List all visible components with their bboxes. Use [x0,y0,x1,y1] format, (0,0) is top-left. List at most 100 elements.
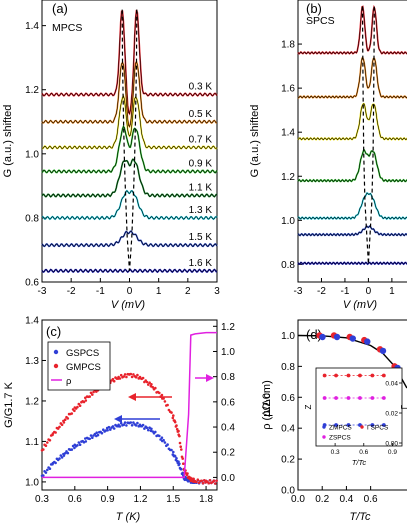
panel-d-frame [297,319,407,491]
ytick-label-4: 1.4 [25,316,39,327]
arrow-red-head [128,393,136,401]
inset-series-1-point-4 [370,396,375,400]
series-c-0-point [158,434,161,438]
panel-a-xlabel: V (mV) [111,299,146,311]
curve-a-label-2: 0.7 K [189,134,213,145]
panel-a-label: (a) [52,1,68,16]
series-c-0-point [118,425,122,428]
series-c-1-point [207,481,210,485]
series-c-0-point [106,429,109,432]
series-c-1-point [150,383,153,386]
series-c-1-point [112,379,116,383]
inset-legend-marker-0 [322,425,326,429]
series-c-1-point [58,425,61,429]
series-c-0-point [91,436,94,440]
ytick-label-5: 1.0 [281,331,295,342]
xtick-label-0: -3 [38,286,47,297]
series-c-1-point [147,383,150,386]
series-c-1-point [92,390,95,394]
series-c-0-point [178,462,181,466]
xtick-label-1: 0.2 [315,494,329,505]
ytick-label-0: 0.6 [25,278,39,289]
series-c-0-point [132,421,135,424]
series-c-0-point [95,431,98,435]
curve-a-label-1: 0.5 K [189,109,213,120]
series-c-1-point [178,434,181,438]
series-c-0-point [78,443,82,447]
series-c-1-point [182,462,185,466]
panel-d-inset: Z T/Tc Γ 0.3 0.6 0.90.00 0.02 0.04 ZMPCS ΓSP… [304,367,407,467]
series-c-0-point [96,433,100,437]
series-c-0-point [54,461,57,465]
inset-frame [315,367,403,447]
series-c-0-point [150,427,153,431]
legend-gmpcs-marker [53,363,59,369]
series-c-1-point [214,482,217,485]
panel-d-xlabel: T/Tc [350,511,371,523]
ytick-right-label-5: 1.0 [221,347,235,358]
series-c-1-point [54,431,57,434]
gap-line-left-a [121,9,131,271]
series-c-1-point [212,479,216,483]
panel-d-label: (d) [306,327,322,342]
curve-a-label-3: 0.9 K [189,158,213,169]
xtick-label-0: -3 [294,286,303,297]
series-c-1-point [78,404,82,408]
series-c-1-point [196,478,200,482]
curve-b-4 [297,191,407,221]
legend-gspcs-marker [53,349,59,355]
panel-b-label: (b) [306,1,322,16]
series-c-0-point [62,454,66,457]
panel-a: (a) MPCS V (mV) G (a.u.) shifted -3 -2 -1 0… [2,0,220,311]
fit-a-1 [41,60,218,128]
xtick-label-4: 1 [156,286,162,297]
series-d-spcs-point-4 [379,347,387,355]
xtick-label-0: 0.0 [291,494,305,505]
panel-c-frame [41,319,218,491]
ytick-right-label-3: 0.6 [221,397,235,408]
fit-b-1 [297,57,407,99]
panel-c-label: (c) [46,324,61,339]
series-c-1-point [122,375,126,378]
series-c-1-point [62,421,66,424]
panel-c-legend: GSPCS GMPCS ρ [47,341,111,391]
series-c-1-point [89,391,93,395]
inset-xlabel: T/Tc [352,458,367,467]
series-c-0-point [172,450,175,454]
series-c-1-point [84,399,88,402]
gap-line-right-a [128,9,138,271]
series-c-1-point [200,479,203,483]
fit-b-6 [297,262,407,265]
series-c-0-point [60,456,64,459]
series-c-1-point [111,377,115,381]
ytick-label-2: 1.2 [281,172,295,183]
series-c-0-point [70,448,74,451]
inset-series-0-point-3 [358,373,362,378]
inset-ylabel-right: Γ [400,404,407,409]
series-c-1-point [197,481,201,485]
series-c-1-point [175,427,179,431]
inset-series-0-point-2 [346,373,351,378]
fit-b-0 [297,6,407,55]
series-c-1-point [181,457,184,460]
series-c-1-point [42,448,45,451]
inset-series-2-point-2 [346,423,351,427]
series-c-1-point [170,411,173,414]
gap-line-left-b [361,6,369,264]
series-c-0-point [154,430,157,434]
ytick-right-label-1: 0.2 [221,448,235,459]
series-c-0-point [48,467,52,471]
inset-legend-label-0: ZMPCS [329,425,352,432]
inset-series-2-point-4 [370,423,375,427]
inset-legend-marker-2 [322,435,326,439]
series-c-1-point [88,395,91,398]
inset-ytick-label-2: 0.04 [385,381,398,388]
series-c-1-point [186,472,189,475]
curve-b-3 [297,148,407,183]
fit-b-3 [297,149,407,182]
ytick-label-2: 1.2 [25,396,39,407]
xtick-label-4: 1.5 [166,494,180,505]
series-c-0-point [93,432,97,436]
series-c-1-point [208,479,212,482]
series-c-0-point [175,457,178,460]
